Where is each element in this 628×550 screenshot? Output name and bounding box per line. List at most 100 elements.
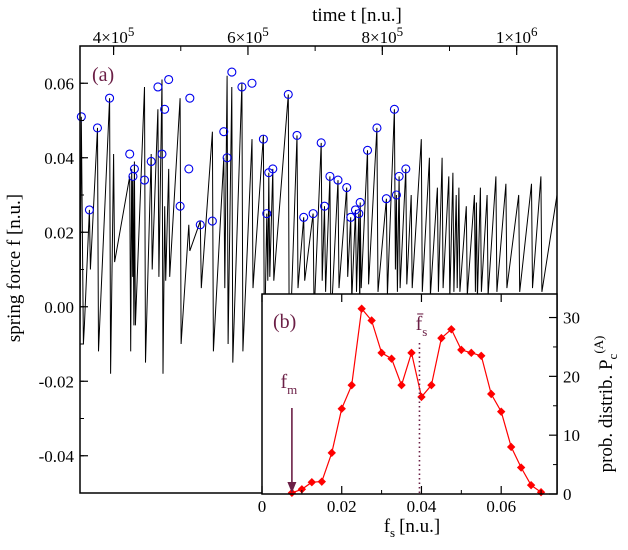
- peak-marker: [125, 149, 135, 159]
- main-plot: -0.04 -0.02 0.00 0.02 0.04 0.06 4×105 6×105 8×1…: [4, 5, 558, 494]
- inset-plot: fm f̄s 0 10 20 30 0 0.02 0.04 0.06 (b) fs [n.u.]…: [258, 293, 620, 540]
- peak-marker: [299, 212, 309, 222]
- main-x-tick-label: 8×105: [362, 24, 404, 47]
- panel-label-a: (a): [92, 64, 114, 86]
- peak-marker: [207, 216, 217, 226]
- peak-marker: [325, 171, 335, 181]
- peak-marker: [258, 134, 268, 144]
- peak-marker: [268, 164, 278, 174]
- distribution-marker: [477, 351, 486, 360]
- peak-marker: [219, 127, 229, 137]
- fm-label: fm: [281, 371, 298, 397]
- distribution-marker: [347, 380, 356, 390]
- inset-y-title-sup: (A): [591, 336, 606, 354]
- peak-marker: [237, 82, 247, 92]
- main-y-tick-label: -0.02: [39, 372, 74, 391]
- distribution-marker: [377, 348, 386, 358]
- inset-x-tick-label: 0.04: [407, 497, 437, 516]
- inset-x-ticks: 0 0.02 0.04 0.06: [258, 294, 542, 516]
- peak-marker: [175, 201, 185, 211]
- main-x-tick-label: 6×105: [227, 24, 269, 47]
- peak-marker: [381, 194, 391, 204]
- inset-x-title-unit: [n.u.]: [399, 516, 440, 537]
- inset-background: [262, 294, 557, 494]
- main-y-tick-label: 0.02: [44, 223, 74, 242]
- inset-y-title-sub: c: [605, 353, 620, 359]
- main-y-tick-label: 0.00: [44, 298, 74, 317]
- peak-marker: [308, 209, 318, 219]
- peak-marker: [389, 104, 399, 114]
- peak-marker: [184, 164, 194, 174]
- peak-marker: [160, 104, 170, 114]
- distribution-marker: [387, 354, 396, 363]
- peak-marker: [139, 175, 150, 185]
- panel-label-b: (b): [273, 311, 296, 333]
- main-y-ticks: -0.04 -0.02 0.00 0.02 0.04 0.06: [39, 45, 88, 494]
- peak-marker: [129, 164, 139, 174]
- distribution-marker: [457, 345, 466, 355]
- peak-marker: [316, 138, 326, 148]
- peak-marker: [394, 171, 404, 181]
- distribution-marker: [407, 348, 416, 358]
- peak-marker: [342, 183, 352, 193]
- inset-x-axis-title: fs [n.u.]: [384, 516, 441, 540]
- peak-marker: [195, 220, 205, 230]
- main-y-tick-label: 0.06: [44, 74, 74, 93]
- inset-y-tick-label: 10: [563, 426, 580, 445]
- fm-arrow-head: [287, 482, 297, 493]
- peak-marker: [262, 209, 272, 219]
- peak-marker: [185, 93, 195, 103]
- main-x-tick-label: 4×105: [93, 24, 135, 47]
- peak-marker: [164, 74, 174, 85]
- inset-annotations: fm f̄s: [281, 312, 427, 494]
- peak-marker: [105, 93, 115, 103]
- distribution-marker: [427, 380, 436, 390]
- main-x-tick-label: 1×106: [496, 24, 538, 47]
- distribution-marker: [337, 404, 346, 413]
- peak-marker: [319, 201, 330, 211]
- distribution-marker: [367, 316, 376, 325]
- peak-marker: [227, 67, 237, 77]
- distribution-marker: [506, 442, 516, 452]
- distribution-line: [291, 307, 542, 494]
- inset-x-tick-label: 0.02: [327, 497, 357, 516]
- inset-y-ticks: 0 10 20 30: [549, 309, 580, 504]
- peak-marker: [391, 190, 401, 200]
- inset-y-tick-label: 20: [563, 367, 580, 386]
- inset-x-tick-label: 0: [258, 497, 267, 516]
- peak-marker: [153, 82, 163, 92]
- distribution-marker: [516, 463, 526, 472]
- distribution-marker: [397, 380, 406, 390]
- peak-marker: [157, 149, 167, 159]
- distribution-series: [287, 304, 546, 498]
- spring-force-line: [80, 75, 557, 374]
- inset-x-title-sub: s: [390, 525, 395, 540]
- inset-y-title-main: prob. distrib. P: [596, 359, 617, 472]
- spring-force-series: [80, 75, 557, 374]
- peak-marker: [362, 145, 373, 155]
- peak-marker: [292, 130, 302, 140]
- peak-marker: [401, 164, 411, 174]
- main-y-tick-label: -0.04: [39, 447, 75, 466]
- distribution-marker: [417, 392, 426, 402]
- inset-y-tick-label: 30: [563, 309, 580, 328]
- distribution-marker: [297, 485, 307, 494]
- inset-x-title-main: f: [384, 516, 391, 537]
- distribution-marker: [526, 480, 536, 490]
- inset-x-tick-label: 0.06: [486, 497, 516, 516]
- peak-marker: [247, 78, 257, 88]
- distribution-marker: [487, 389, 496, 399]
- peak-marker: [222, 153, 232, 163]
- x-axis-title: time t [n.u.]: [312, 5, 402, 26]
- distribution-marker: [467, 348, 476, 358]
- peak-marker: [146, 156, 156, 167]
- main-y-tick-label: 0.04: [44, 149, 74, 168]
- inset-y-axis-title: prob. distrib. Pc(A): [591, 336, 620, 473]
- inset-y-tick-label: 0: [563, 485, 572, 504]
- peak-marker: [355, 197, 365, 207]
- distribution-marker: [317, 477, 326, 486]
- distribution-marker: [437, 333, 446, 343]
- distribution-marker: [307, 478, 317, 487]
- peak-marker: [354, 209, 364, 219]
